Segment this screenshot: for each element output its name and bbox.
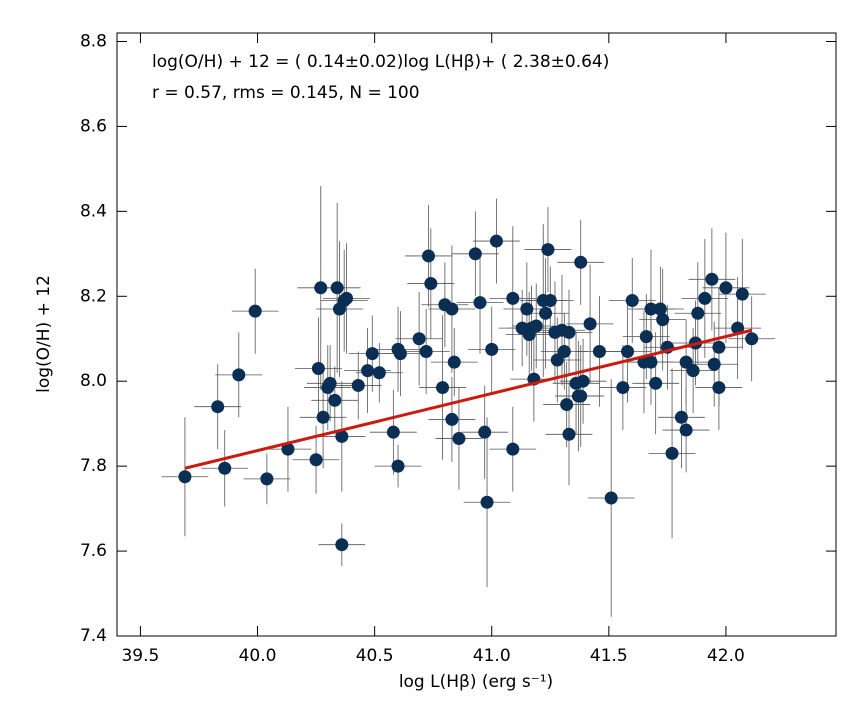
point [316, 410, 330, 424]
x-tick-label: 39.5 [121, 646, 159, 666]
point [644, 355, 658, 369]
x-tick-label: 40.0 [239, 646, 277, 666]
y-tick-label: 7.4 [80, 626, 107, 646]
point [323, 376, 337, 390]
x-tick-label: 40.5 [356, 646, 394, 666]
point [330, 281, 344, 295]
point [328, 393, 342, 407]
point [562, 427, 576, 441]
x-tick-label: 41.5 [590, 646, 628, 666]
point [480, 495, 494, 509]
point [211, 400, 225, 414]
point [506, 291, 520, 305]
point [557, 344, 571, 358]
point [679, 423, 693, 437]
y-tick-label: 7.6 [80, 541, 107, 561]
point [436, 381, 450, 395]
point [335, 429, 349, 443]
y-tick-label: 8.2 [80, 286, 107, 306]
point [698, 291, 712, 305]
point [745, 332, 759, 346]
point [707, 357, 721, 371]
point [248, 304, 262, 318]
point [574, 255, 588, 269]
point [592, 344, 606, 358]
point [562, 325, 576, 339]
point [604, 491, 618, 505]
point [656, 313, 670, 327]
point [335, 538, 349, 552]
y-tick-label: 7.8 [80, 456, 107, 476]
point [178, 470, 192, 484]
point [485, 342, 499, 356]
point [372, 366, 386, 380]
point [393, 347, 407, 361]
point [520, 302, 534, 316]
point [719, 281, 733, 295]
point [478, 425, 492, 439]
y-tick-label: 8.0 [80, 371, 107, 391]
y-tick-label: 8.4 [80, 201, 107, 221]
point [712, 340, 726, 354]
point [311, 361, 325, 375]
point [574, 389, 588, 403]
point [412, 332, 426, 346]
annotation: r = 0.57, rms = 0.145, N = 100 [152, 83, 420, 103]
point [314, 281, 328, 295]
point [340, 291, 354, 305]
x-axis-label: log L(Hβ) (erg s⁻¹) [399, 672, 553, 692]
x-tick-label: 41.0 [473, 646, 511, 666]
point [705, 272, 719, 286]
point [424, 277, 438, 291]
point [232, 368, 246, 382]
point [665, 446, 679, 460]
point [391, 459, 405, 473]
point [621, 344, 635, 358]
y-tick-label: 8.6 [80, 116, 107, 136]
point [351, 378, 365, 392]
y-tick-label: 8.8 [80, 31, 107, 51]
annotation: log(O/H) + 12 = ( 0.14±0.02)log L(Hβ)+ (… [152, 52, 609, 72]
point [644, 302, 658, 316]
point [365, 347, 379, 361]
point [419, 344, 433, 358]
point [639, 330, 653, 344]
point [653, 302, 667, 316]
point [506, 442, 520, 456]
point [616, 381, 630, 395]
point [447, 355, 461, 369]
point [489, 234, 503, 248]
plot-frame [116, 32, 837, 637]
point [260, 472, 274, 486]
point [473, 296, 487, 310]
point [686, 364, 700, 378]
point [625, 294, 639, 308]
point [452, 432, 466, 446]
fit-line [184, 328, 753, 470]
point [281, 442, 295, 456]
point [445, 412, 459, 426]
y-axis-label: log(O/H) + 12 [34, 275, 54, 393]
point [445, 302, 459, 316]
point [583, 317, 597, 331]
point [541, 243, 555, 257]
point [539, 306, 553, 320]
point [576, 374, 590, 388]
point [712, 381, 726, 395]
point [468, 247, 482, 261]
x-tick-label: 42.0 [707, 646, 745, 666]
point [691, 306, 705, 320]
point [543, 294, 557, 308]
point [218, 461, 232, 475]
point [649, 376, 663, 390]
point [421, 249, 435, 263]
point [309, 453, 323, 467]
point [361, 364, 375, 378]
point [529, 319, 543, 333]
point [735, 287, 749, 301]
point [674, 410, 688, 424]
point [560, 398, 574, 412]
point [386, 425, 400, 439]
